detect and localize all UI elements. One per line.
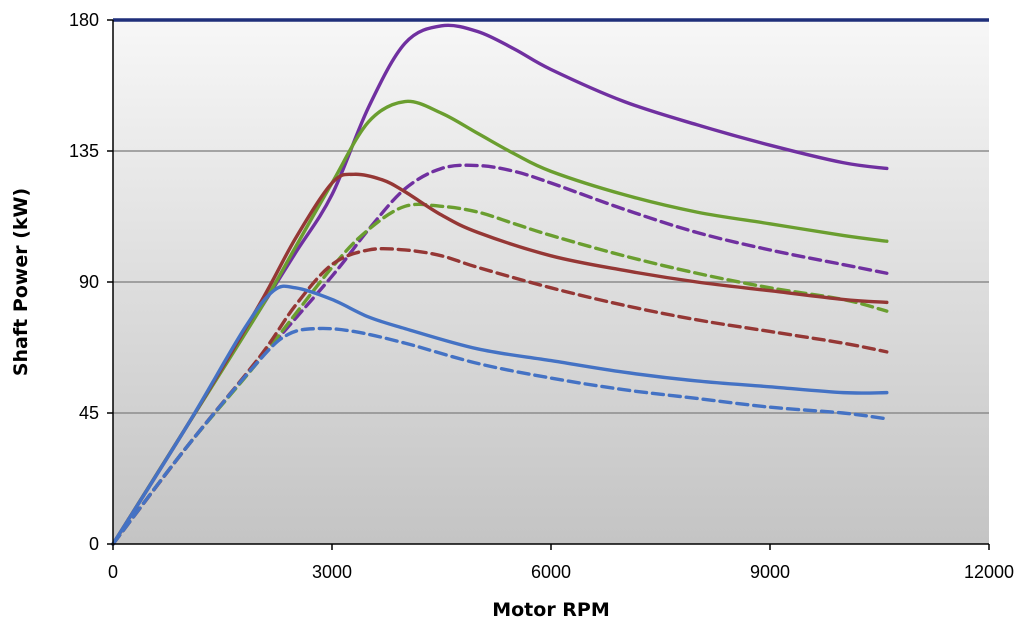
x-tick-label-6000: 6000 bbox=[531, 562, 571, 582]
series-line-8-dashed bbox=[111, 326, 889, 546]
x-tick-label-9000: 9000 bbox=[750, 562, 790, 582]
series-line-4-dashed bbox=[111, 202, 889, 546]
series-line-6-dashed bbox=[111, 246, 889, 546]
y-tick-label-135: 135 bbox=[69, 141, 99, 161]
x-tick-label-3000: 3000 bbox=[312, 562, 352, 582]
x-tick-label-12000: 12000 bbox=[964, 562, 1014, 582]
x-tick-label-0: 0 bbox=[108, 562, 118, 582]
y-tick-label-45: 45 bbox=[79, 403, 99, 423]
series-lines bbox=[111, 23, 889, 546]
y-axis-title: Shaft Power (kW) bbox=[10, 188, 32, 376]
tick-labels: 0 45 90 135 180 0 3000 6000 9000 12000 bbox=[69, 10, 1014, 582]
series-line-3-solid bbox=[111, 99, 889, 546]
x-axis-title: Motor RPM bbox=[492, 599, 610, 621]
y-tick-label-90: 90 bbox=[79, 272, 99, 292]
series-line-2-dashed bbox=[111, 163, 889, 546]
y-tick-label-180: 180 bbox=[69, 10, 99, 30]
series-line-7-solid bbox=[111, 284, 889, 546]
axes bbox=[107, 18, 990, 550]
y-tick-label-0: 0 bbox=[89, 534, 99, 554]
